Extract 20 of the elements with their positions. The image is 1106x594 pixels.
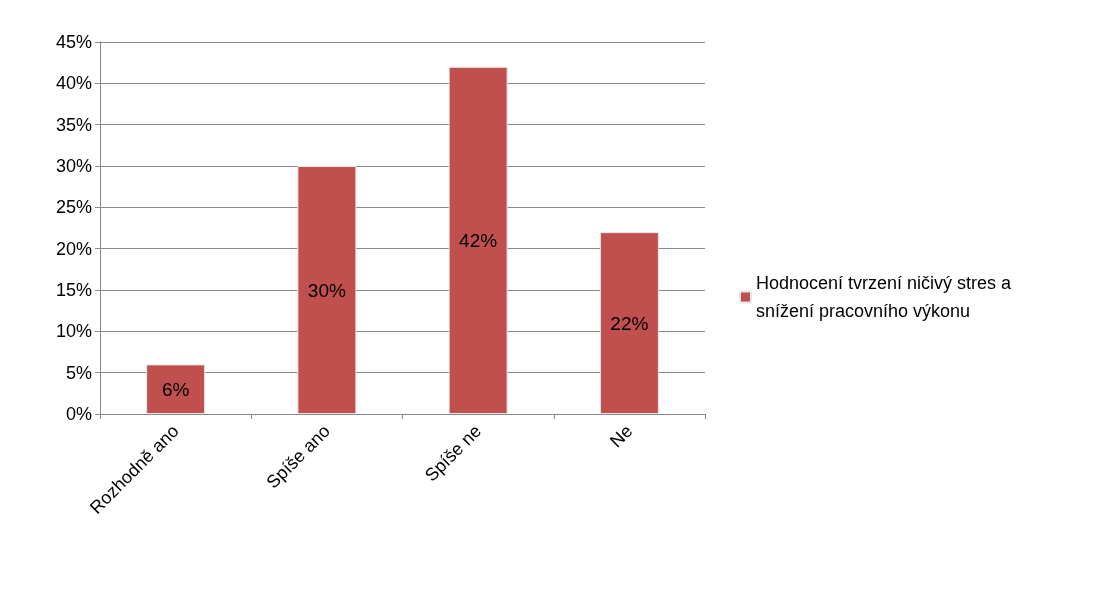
- legend-label: Hodnocení tvrzení ničivý stres a snížení pracovního výkonu: [756, 273, 1017, 321]
- y-tick-label: 10%: [55, 321, 92, 342]
- y-tick-label: 15%: [55, 280, 92, 300]
- data-label: 30%: [307, 279, 346, 301]
- data-label: 22%: [610, 312, 649, 334]
- bar: [146, 364, 206, 414]
- bar: [448, 66, 508, 414]
- y-tick-label: 40%: [55, 73, 92, 94]
- y-tick-label: 35%: [55, 114, 92, 135]
- y-tick-label: 30%: [55, 156, 92, 176]
- y-tick-label: 25%: [55, 197, 92, 218]
- y-tick-label: 45%: [55, 32, 92, 52]
- bar: [297, 166, 357, 414]
- y-tick-label: 0%: [65, 404, 92, 424]
- x-tick-label: Ne: [606, 420, 637, 452]
- data-label: 42%: [459, 229, 498, 251]
- bar: [599, 232, 659, 414]
- y-tick-label: 5%: [65, 362, 92, 383]
- y-tick-label: 20%: [55, 238, 92, 259]
- data-label: 6%: [161, 378, 190, 400]
